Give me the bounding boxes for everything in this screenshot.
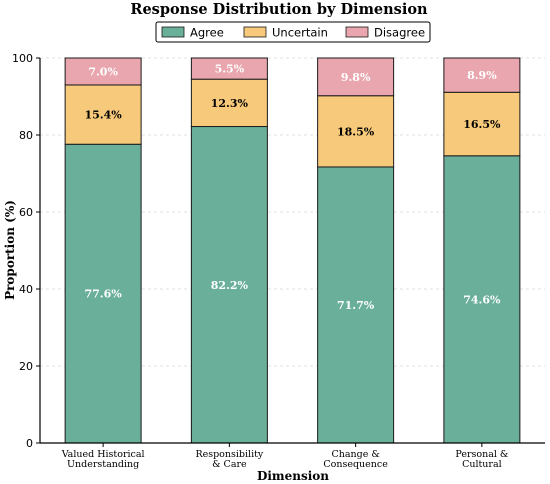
y-tick-label: 0 xyxy=(26,437,33,450)
data-label: 77.6% xyxy=(85,288,123,301)
data-label: 12.3% xyxy=(211,97,249,110)
legend-swatch-agree xyxy=(161,26,185,38)
data-label: 5.5% xyxy=(215,63,245,76)
x-tick-label: Change & xyxy=(331,449,379,460)
data-label: 15.4% xyxy=(85,109,123,122)
x-tick-label: Consequence xyxy=(323,459,388,470)
legend-label-disagree: Disagree xyxy=(374,26,425,40)
bar-agree-2 xyxy=(317,166,395,444)
x-tick-label: & Care xyxy=(212,459,247,470)
axes: 0 20 40 60 80 100 Valued HistoricalUnderstandi… xyxy=(12,52,545,470)
data-label: 9.8% xyxy=(341,71,371,84)
data-label: 16.5% xyxy=(463,118,501,131)
bar-disagree-2 xyxy=(317,57,395,97)
y-tick-label: 40 xyxy=(19,283,33,296)
y-tick-label: 20 xyxy=(19,360,33,373)
bar-disagree-1 xyxy=(190,57,268,80)
x-tick-label: Understanding xyxy=(67,459,139,470)
x-tick-label: Valued Historical xyxy=(61,449,145,460)
x-tick-label: Responsibility xyxy=(195,449,263,460)
bar-uncertain-1 xyxy=(190,78,268,128)
legend-swatch-disagree xyxy=(345,26,369,38)
x-tick-label: Cultural xyxy=(462,459,502,470)
data-label: 8.9% xyxy=(467,69,497,82)
legend-swatch-uncertain xyxy=(243,26,267,38)
legend-label-uncertain: Uncertain xyxy=(272,26,328,40)
legend-label-agree: Agree xyxy=(190,26,224,40)
y-tick-label: 100 xyxy=(12,52,33,65)
bar-disagree-3 xyxy=(443,57,521,93)
x-axis-label: Dimension xyxy=(257,469,329,483)
legend: Agree Uncertain Disagree xyxy=(155,21,431,43)
data-label: 71.7% xyxy=(337,299,375,312)
bar-uncertain-3 xyxy=(443,91,521,157)
data-label: 82.2% xyxy=(211,279,249,292)
y-tick-label: 80 xyxy=(19,129,33,142)
bar-disagree-0 xyxy=(64,57,142,86)
data-label: 18.5% xyxy=(337,125,375,138)
bar-uncertain-0 xyxy=(64,84,142,145)
bars: 77.6% 15.4% 7.0% 82.2% 12.3% 5.5% 71.7% 18.5% 9.… xyxy=(64,57,521,444)
y-tick-label: 60 xyxy=(19,206,33,219)
bar-agree-1 xyxy=(190,126,268,444)
bar-agree-0 xyxy=(64,143,142,444)
data-label: 74.6% xyxy=(463,293,501,306)
bar-agree-3 xyxy=(443,155,521,444)
data-label: 7.0% xyxy=(88,65,118,78)
chart-title: Response Distribution by Dimension xyxy=(130,1,428,18)
x-tick-label: Personal & xyxy=(455,449,508,460)
y-axis-label: Proportion (%) xyxy=(3,200,17,300)
